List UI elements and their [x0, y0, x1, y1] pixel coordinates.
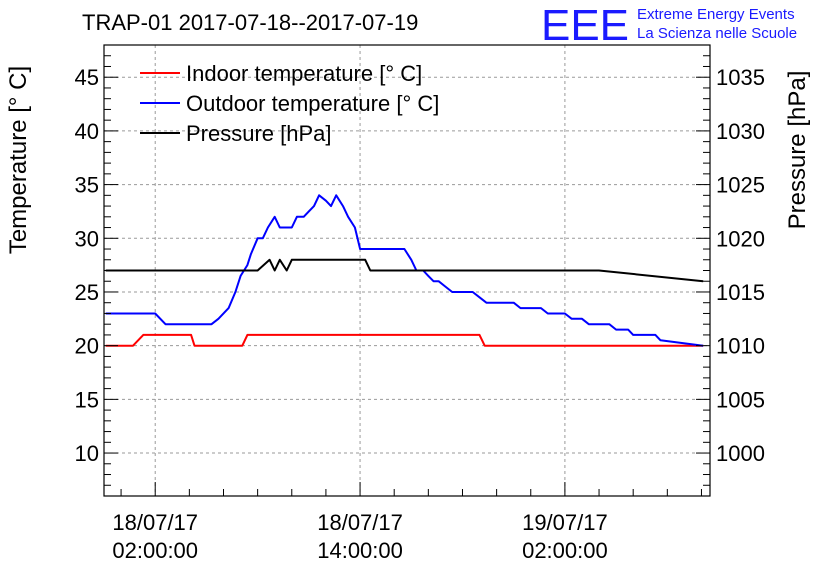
y2-tick-label: 1020: [716, 226, 765, 251]
tick-labels: 1015202530354045100010051010101510201025…: [75, 65, 765, 563]
y2-tick-label: 1030: [716, 119, 765, 144]
x-tick-label-time: 02:00:00: [112, 538, 198, 563]
legend-label: Indoor temperature [° C]: [186, 61, 422, 86]
x-tick-label-date: 18/07/17: [317, 510, 403, 535]
logo-line-1: Extreme Energy Events: [637, 6, 795, 23]
y-axis-label: Temperature [° C]: [5, 66, 32, 254]
x-tick-label-time: 02:00:00: [522, 538, 608, 563]
axes: [103, 44, 711, 497]
series-line-2: [105, 194, 704, 347]
y2-axis-label: Pressure [hPa]: [784, 71, 811, 230]
legend: Indoor temperature [° C] Outdoor temperat…: [140, 61, 439, 146]
y2-tick-label: 1015: [716, 280, 765, 305]
y-tick-label: 25: [75, 280, 99, 305]
y-tick-label: 35: [75, 173, 99, 198]
logo: EEE Extreme Energy Events La Scienza nel…: [541, 1, 797, 50]
chart-title: TRAP-01 2017-07-18--2017-07-19: [82, 10, 418, 35]
y-tick-label: 40: [75, 119, 99, 144]
y-tick-label: 15: [75, 387, 99, 412]
x-tick-label-time: 14:00:00: [317, 538, 403, 563]
y-tick-label: 20: [75, 334, 99, 359]
legend-label: Outdoor temperature [° C]: [186, 91, 439, 116]
logo-mark: EEE: [541, 1, 629, 50]
series-line-3: [105, 258, 704, 283]
x-tick-label-date: 19/07/17: [522, 510, 608, 535]
y2-tick-label: 1005: [716, 387, 765, 412]
legend-label: Pressure [hPa]: [186, 121, 332, 146]
y2-tick-label: 1035: [716, 65, 765, 90]
x-tick-label-date: 18/07/17: [112, 510, 198, 535]
y2-tick-label: 1000: [716, 441, 765, 466]
y-tick-label: 10: [75, 441, 99, 466]
series-line-1: [105, 333, 704, 347]
series-lines: [105, 194, 704, 347]
logo-line-2: La Scienza nelle Scuole: [637, 25, 797, 42]
y2-tick-label: 1010: [716, 334, 765, 359]
y-tick-label: 45: [75, 65, 99, 90]
grid: [104, 45, 710, 496]
y2-tick-label: 1025: [716, 173, 765, 198]
y-tick-label: 30: [75, 226, 99, 251]
